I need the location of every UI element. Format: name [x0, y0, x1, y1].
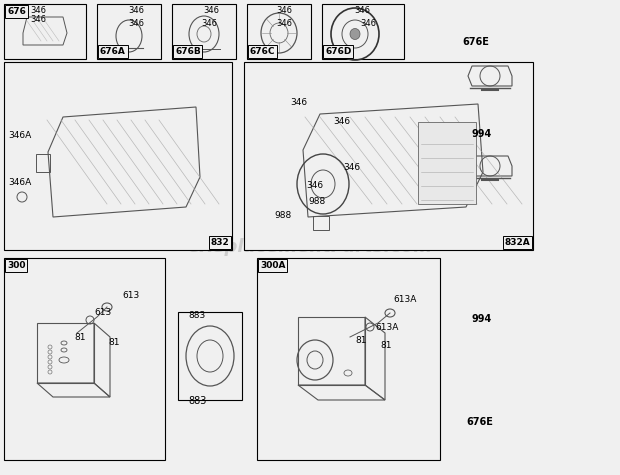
- Text: 346: 346: [360, 19, 376, 28]
- Text: 81: 81: [380, 341, 391, 350]
- Text: 994: 994: [471, 129, 491, 139]
- Text: 988: 988: [274, 211, 291, 220]
- Text: 346: 346: [343, 163, 360, 172]
- Text: 676: 676: [7, 7, 26, 16]
- Text: 613A: 613A: [375, 323, 399, 332]
- Bar: [418, 122, 476, 204]
- Text: 81: 81: [74, 333, 86, 342]
- Text: 346: 346: [128, 19, 144, 28]
- Text: 676E: 676E: [466, 417, 493, 427]
- Text: 81: 81: [108, 338, 120, 347]
- Bar: [4, 62, 232, 250]
- Text: 346: 346: [306, 181, 323, 190]
- Text: 346: 346: [354, 6, 370, 15]
- Text: 346: 346: [128, 6, 144, 15]
- Text: 832: 832: [210, 238, 229, 247]
- Text: 346: 346: [290, 98, 307, 107]
- Text: 346: 346: [201, 19, 217, 28]
- Bar: [172, 4, 236, 59]
- Text: 346: 346: [30, 15, 46, 24]
- Text: 346A: 346A: [8, 178, 31, 187]
- Text: 346: 346: [276, 6, 292, 15]
- Text: 613: 613: [94, 308, 111, 317]
- Text: 676B: 676B: [175, 47, 201, 56]
- Text: 676A: 676A: [100, 47, 126, 56]
- Text: 994: 994: [471, 314, 491, 324]
- Bar: [97, 4, 161, 59]
- Bar: [247, 4, 311, 59]
- Text: 300: 300: [7, 261, 25, 270]
- Text: 613: 613: [122, 291, 140, 300]
- Bar: [257, 258, 440, 460]
- Bar: [244, 62, 533, 250]
- Text: 883: 883: [188, 311, 205, 320]
- Text: 346: 346: [333, 117, 350, 126]
- Ellipse shape: [350, 28, 360, 39]
- Text: 300A: 300A: [260, 261, 285, 270]
- Bar: [178, 312, 242, 400]
- Bar: [4, 258, 165, 460]
- Bar: [313, 216, 329, 230]
- Text: 346: 346: [30, 6, 46, 15]
- Text: 346: 346: [276, 19, 292, 28]
- Text: 346A: 346A: [8, 131, 31, 140]
- Bar: [322, 4, 404, 59]
- Text: 883: 883: [188, 396, 206, 406]
- Text: 81: 81: [355, 336, 366, 345]
- Text: eReplacementParts.com: eReplacementParts.com: [187, 238, 433, 256]
- Bar: [4, 4, 86, 59]
- Text: 832A: 832A: [504, 238, 530, 247]
- Text: 676C: 676C: [250, 47, 275, 56]
- Text: 676E: 676E: [462, 37, 489, 47]
- Text: 988: 988: [308, 197, 326, 206]
- Text: 676D: 676D: [325, 47, 352, 56]
- Text: 613A: 613A: [393, 295, 417, 304]
- Text: 346: 346: [203, 6, 219, 15]
